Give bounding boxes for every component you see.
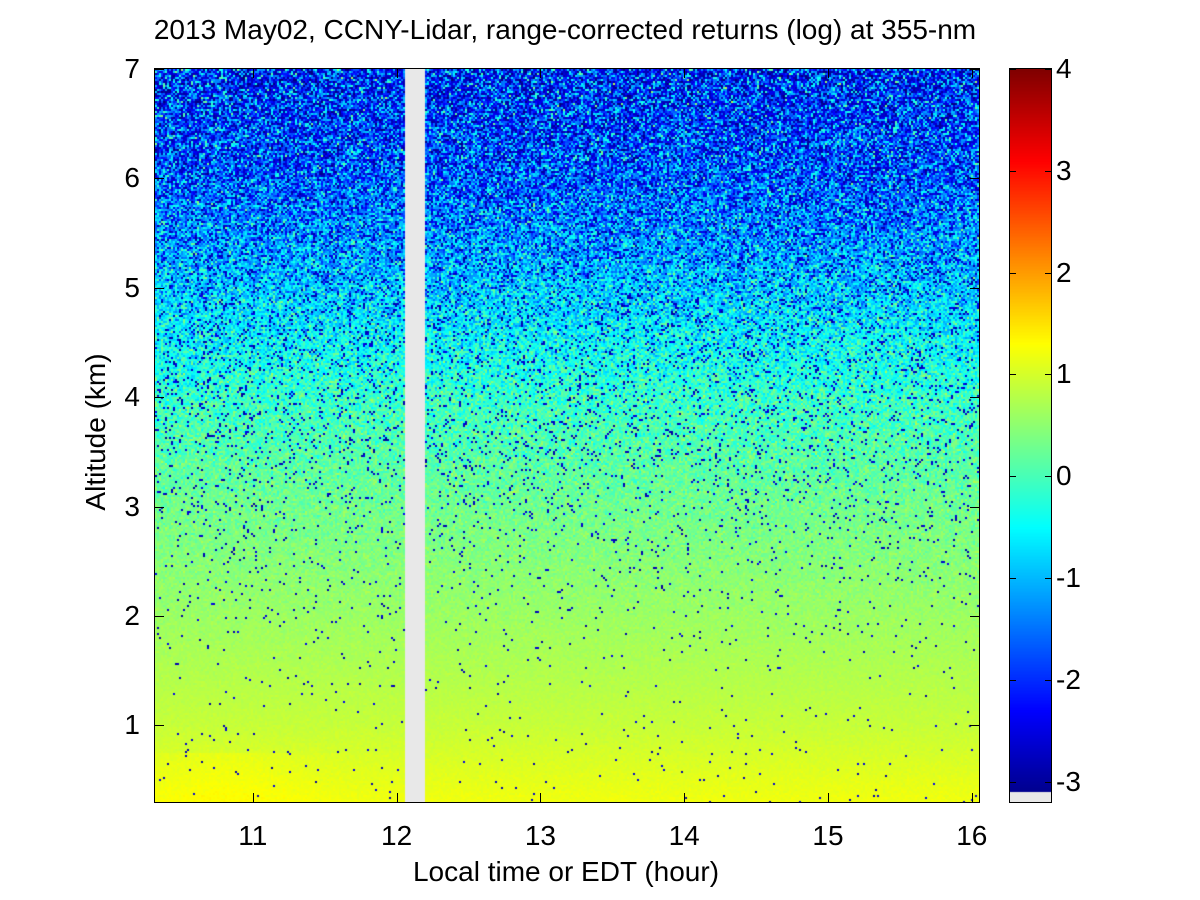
y-tick-label: 1 (124, 709, 140, 741)
x-tick-mark (252, 793, 254, 802)
colorbar-tick-mark (1010, 69, 1016, 70)
colorbar-tick-mark (1010, 476, 1016, 478)
x-tick-mark (396, 793, 398, 802)
colorbar-tick-mark-right (1045, 374, 1051, 376)
y-axis-label: Altitude (km) (80, 353, 111, 511)
y-tick-label: 5 (124, 271, 140, 303)
colorbar-tick-mark-right (1045, 272, 1051, 274)
colorbar (1009, 68, 1052, 803)
colorbar-gradient (1010, 69, 1051, 802)
y-tick-mark (155, 287, 164, 289)
y-tick-mark-right (970, 287, 979, 289)
x-tick-mark-top (684, 69, 686, 78)
x-tick-mark-top (971, 69, 973, 78)
x-tick-mark-top (540, 69, 542, 78)
colorbar-tick-mark-right (1045, 170, 1051, 172)
x-tick-mark-top (252, 69, 254, 78)
colorbar-tick-label: -3 (1056, 765, 1081, 797)
x-tick-label: 15 (812, 820, 844, 851)
y-tick-mark (155, 725, 164, 727)
y-tick-label: 2 (124, 600, 140, 631)
colorbar-tick-mark (1010, 272, 1016, 274)
y-tick-mark (155, 397, 164, 399)
colorbar-tick-label: 2 (1056, 256, 1072, 288)
colorbar-tick-label: -1 (1056, 562, 1081, 594)
x-axis-label: Local time or EDT (hour) (412, 856, 720, 887)
y-tick-mark-right (970, 178, 979, 180)
y-tick-mark (155, 69, 164, 70)
x-tick-label: 13 (524, 820, 556, 851)
colorbar-tick-mark (1010, 170, 1016, 172)
x-tick-mark-top (828, 69, 829, 78)
y-tick-mark-right (970, 397, 979, 399)
colorbar-tick-mark (1010, 679, 1016, 681)
y-tick-mark (155, 178, 164, 180)
y-tick-mark (155, 616, 164, 617)
heatmap-canvas (155, 69, 979, 802)
y-tick-mark-right (970, 506, 979, 508)
colorbar-tick-label: 1 (1056, 358, 1072, 390)
y-tick-label: 3 (124, 490, 140, 522)
x-tick-label: 16 (956, 820, 988, 851)
x-tick-mark-top (396, 69, 398, 78)
colorbar-tick-mark (1010, 781, 1016, 783)
x-tick-mark (540, 793, 542, 802)
x-tick-label: 11 (238, 820, 268, 851)
chart-title: 2013 May02, CCNY-Lidar, range-corrected … (153, 14, 977, 45)
y-tick-label: 7 (124, 53, 140, 84)
colorbar-tick-mark (1010, 578, 1016, 580)
y-tick-mark-right (970, 616, 979, 617)
colorbar-tick-label: -2 (1056, 663, 1081, 695)
y-tick-mark-right (970, 69, 979, 70)
colorbar-tick-label: 3 (1056, 154, 1072, 186)
colorbar-tick-mark-right (1045, 476, 1051, 478)
y-tick-label: 4 (124, 381, 140, 413)
y-tick-mark-right (970, 725, 979, 727)
colorbar-tick-label: 4 (1056, 53, 1072, 84)
colorbar-tick-mark-right (1045, 679, 1051, 681)
x-tick-mark (828, 793, 829, 802)
x-tick-label: 14 (668, 820, 700, 851)
colorbar-tick-label: 0 (1056, 460, 1072, 492)
x-tick-mark (684, 793, 686, 802)
colorbar-tick-mark (1010, 374, 1016, 376)
y-tick-mark (155, 506, 164, 508)
plot-area (154, 68, 980, 803)
colorbar-tick-mark-right (1045, 578, 1051, 580)
colorbar-tick-mark-right (1045, 781, 1051, 783)
colorbar-tick-mark-right (1045, 69, 1051, 70)
x-tick-label: 12 (381, 820, 413, 851)
x-tick-mark (971, 793, 973, 802)
y-tick-label: 6 (124, 162, 140, 194)
